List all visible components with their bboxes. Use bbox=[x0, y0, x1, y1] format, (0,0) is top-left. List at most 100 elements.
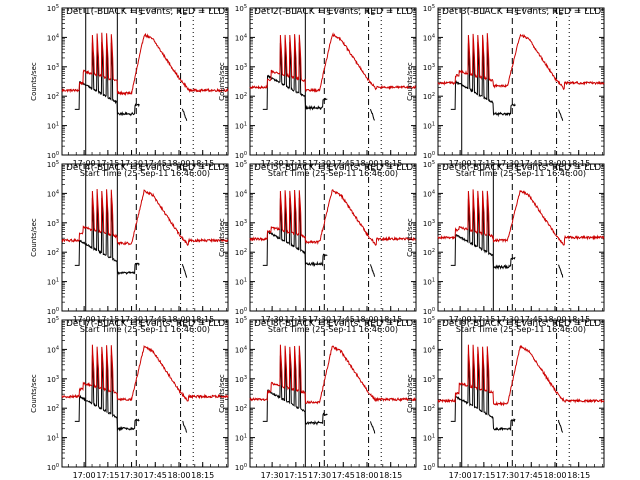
series-lld-line bbox=[249, 344, 417, 405]
plot-frame bbox=[249, 7, 417, 156]
series-lld-line bbox=[61, 32, 229, 97]
x-tick-label: 17:30 bbox=[496, 471, 519, 480]
y-tick-label: 100 bbox=[423, 463, 435, 472]
marker-label: S bbox=[326, 165, 331, 173]
plot-frame bbox=[61, 7, 229, 156]
series-events-line bbox=[450, 353, 564, 433]
plot-frame bbox=[249, 319, 417, 468]
series-events-line bbox=[74, 41, 188, 121]
y-axis-label: Counts/sec bbox=[218, 218, 226, 257]
y-tick-label: 104 bbox=[47, 189, 59, 198]
y-tick-label: 101 bbox=[235, 278, 247, 287]
marker-label: S bbox=[514, 165, 519, 173]
y-tick-label: 103 bbox=[47, 375, 59, 384]
marker-label: E bbox=[183, 321, 187, 329]
x-tick-label: 17:15 bbox=[96, 471, 119, 480]
y-tick-label: 103 bbox=[47, 63, 59, 72]
panel-det-3: Det 3(-BLACK = Events, RED = LLD 100 101 10… bbox=[406, 4, 605, 178]
y-tick-label: 105 bbox=[423, 316, 435, 325]
y-tick-label: 102 bbox=[423, 248, 435, 257]
y-tick-label: 101 bbox=[47, 278, 59, 287]
plot-frame bbox=[61, 319, 229, 468]
y-tick-label: 101 bbox=[47, 434, 59, 443]
x-tick-label: 17:00 bbox=[73, 471, 96, 480]
y-tick-label: 100 bbox=[423, 307, 435, 316]
y-tick-label: 103 bbox=[423, 219, 435, 228]
y-tick-label: 104 bbox=[423, 33, 435, 42]
y-tick-label: 105 bbox=[235, 316, 247, 325]
series-lld-line bbox=[61, 344, 229, 402]
x-tick-label: 18:15 bbox=[567, 471, 590, 480]
y-tick-label: 102 bbox=[47, 92, 59, 101]
y-tick-label: 101 bbox=[47, 122, 59, 131]
y-tick-label: 102 bbox=[235, 248, 247, 257]
y-tick-label: 101 bbox=[423, 434, 435, 443]
y-tick-label: 102 bbox=[423, 404, 435, 413]
panel-det-6: Det 6(-BLACK = Events, RED = LLD 100 101 10… bbox=[406, 160, 605, 334]
x-tick-label: 17:30 bbox=[120, 471, 143, 480]
series-lld-line bbox=[437, 344, 605, 407]
y-tick-label: 105 bbox=[235, 160, 247, 169]
y-tick-label: 102 bbox=[47, 248, 59, 257]
marker-label: E bbox=[371, 321, 375, 329]
y-tick-label: 101 bbox=[235, 434, 247, 443]
x-tick-label: 17:15 bbox=[472, 471, 495, 480]
series-lld-line bbox=[437, 33, 605, 91]
marker-label: S bbox=[138, 9, 143, 17]
y-tick-label: 100 bbox=[47, 151, 59, 160]
panel-title: Det 5(-BLACK = Events, RED = LLD bbox=[254, 163, 413, 173]
y-tick-label: 104 bbox=[235, 33, 247, 42]
y-tick-label: 105 bbox=[47, 316, 59, 325]
y-tick-label: 100 bbox=[47, 307, 59, 316]
x-tick-label: 17:00 bbox=[449, 471, 472, 480]
y-tick-label: 102 bbox=[423, 92, 435, 101]
y-axis-label: Counts/sec bbox=[30, 218, 38, 257]
x-tick-label: 18:00 bbox=[355, 471, 378, 480]
y-tick-label: 104 bbox=[47, 345, 59, 354]
marker-label: S bbox=[138, 165, 143, 173]
x-tick-label: 17:30 bbox=[308, 471, 331, 480]
x-tick-label: 17:45 bbox=[332, 471, 355, 480]
y-axis-label: Counts/sec bbox=[218, 62, 226, 101]
marker-label: E bbox=[183, 165, 187, 173]
x-axis-label: Start Time (25-Sep-11 16:46:00) bbox=[80, 325, 210, 334]
y-tick-label: 105 bbox=[235, 4, 247, 13]
plot-frame bbox=[437, 7, 605, 156]
y-tick-label: 104 bbox=[235, 345, 247, 354]
panel-title: Det 9(-BLACK = Events, RED = LLD bbox=[442, 319, 601, 329]
marker-label: S bbox=[514, 9, 519, 17]
x-tick-label: 18:15 bbox=[379, 471, 402, 480]
x-tick-label: 17:15 bbox=[284, 471, 307, 480]
y-tick-label: 104 bbox=[235, 189, 247, 198]
panel-title: Det 4(-BLACK = Events, RED = LLD bbox=[66, 163, 225, 173]
series-events-line bbox=[262, 197, 376, 277]
x-tick-label: 17:45 bbox=[520, 471, 543, 480]
panel-det-4: Det 4(-BLACK = Events, RED = LLD 100 101 10… bbox=[30, 160, 229, 334]
series-lld-line bbox=[437, 189, 605, 246]
y-axis-label: Counts/sec bbox=[406, 218, 414, 257]
panel-title: Det 8(-BLACK = Events, RED = LLD bbox=[254, 319, 413, 329]
panel-det-9: Det 9(-BLACK = Events, RED = LLD 100 101 10… bbox=[406, 316, 605, 480]
series-events-line bbox=[74, 197, 188, 278]
panel-det-1: Det 1(-BLACK = Events, RED = LLD 100 101 10… bbox=[30, 4, 229, 178]
marker-label: E bbox=[559, 9, 563, 17]
series-lld-line bbox=[249, 189, 417, 246]
series-lld-line bbox=[249, 32, 417, 93]
y-tick-label: 103 bbox=[423, 63, 435, 72]
series-events-line bbox=[262, 353, 376, 434]
marker-label: S bbox=[326, 321, 331, 329]
y-axis-label: Counts/sec bbox=[406, 62, 414, 101]
series-events-line bbox=[450, 41, 564, 121]
panel-det-7: Det 7(-BLACK = Events, RED = LLD 100 101 10… bbox=[30, 316, 229, 480]
y-tick-label: 102 bbox=[235, 92, 247, 101]
x-tick-label: 17:30 bbox=[261, 471, 284, 480]
series-events-line bbox=[450, 197, 564, 278]
x-axis-label: Start Time (25-Sep-11 16:46:00) bbox=[456, 325, 586, 334]
series-lld-line bbox=[61, 188, 229, 246]
y-tick-label: 100 bbox=[47, 463, 59, 472]
y-tick-label: 105 bbox=[423, 160, 435, 169]
plot-frame bbox=[61, 163, 229, 312]
y-tick-label: 103 bbox=[423, 375, 435, 384]
y-axis-label: Counts/sec bbox=[30, 374, 38, 413]
